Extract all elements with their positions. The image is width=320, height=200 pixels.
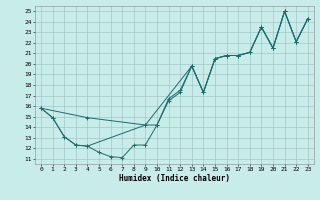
- X-axis label: Humidex (Indice chaleur): Humidex (Indice chaleur): [119, 174, 230, 183]
